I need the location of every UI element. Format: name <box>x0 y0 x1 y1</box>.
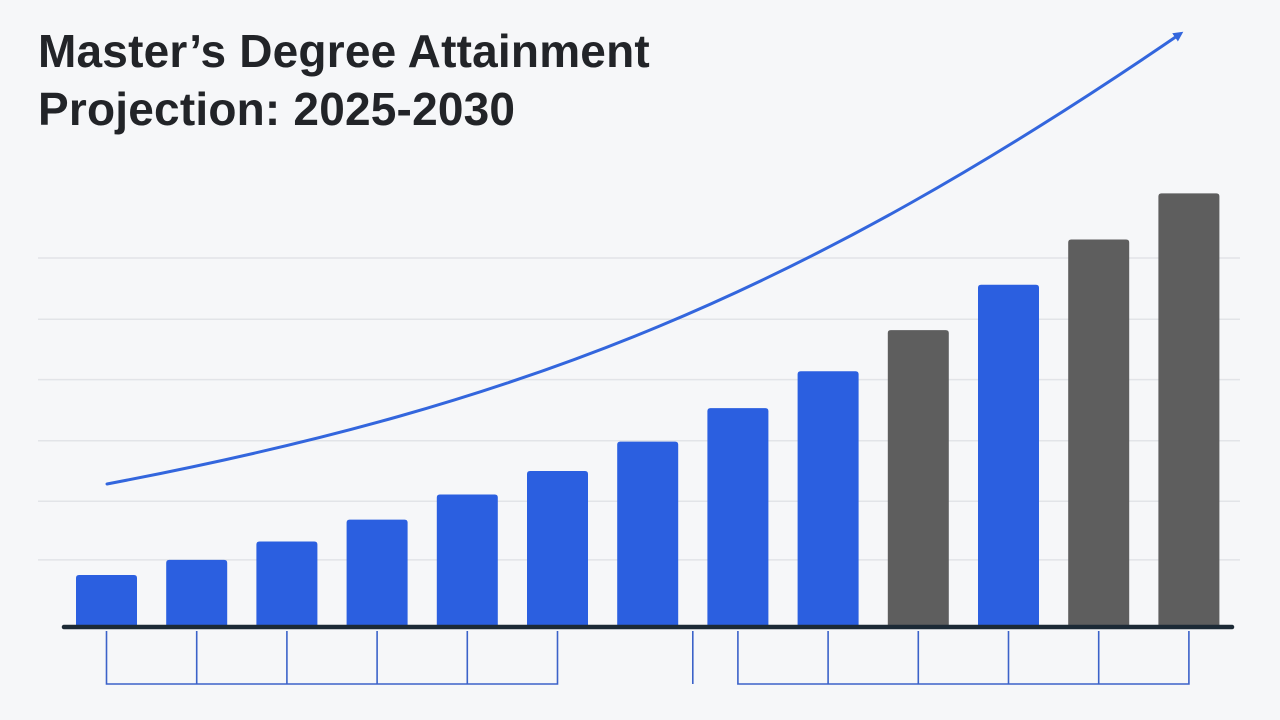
bar <box>887 330 949 627</box>
chart-title-line-1: Master’s Degree Attainment <box>38 25 650 77</box>
bar <box>436 494 498 627</box>
trend-arrow <box>105 31 1184 486</box>
bar <box>527 471 588 627</box>
x-label-box-outline <box>105 631 559 685</box>
bar <box>1068 239 1130 628</box>
bar <box>1158 193 1220 628</box>
bar <box>978 284 1039 627</box>
bar <box>707 408 769 627</box>
chart-title: Master’s Degree Attainment Projection: 2… <box>38 22 798 138</box>
x-label-box-outline <box>737 631 1190 685</box>
bar <box>797 371 859 627</box>
chart-title-line-2: Projection: 2025-2030 <box>38 83 516 135</box>
bar <box>346 519 408 627</box>
bar <box>76 575 137 627</box>
bar <box>166 559 228 627</box>
bar <box>256 541 318 627</box>
bar <box>617 441 679 627</box>
